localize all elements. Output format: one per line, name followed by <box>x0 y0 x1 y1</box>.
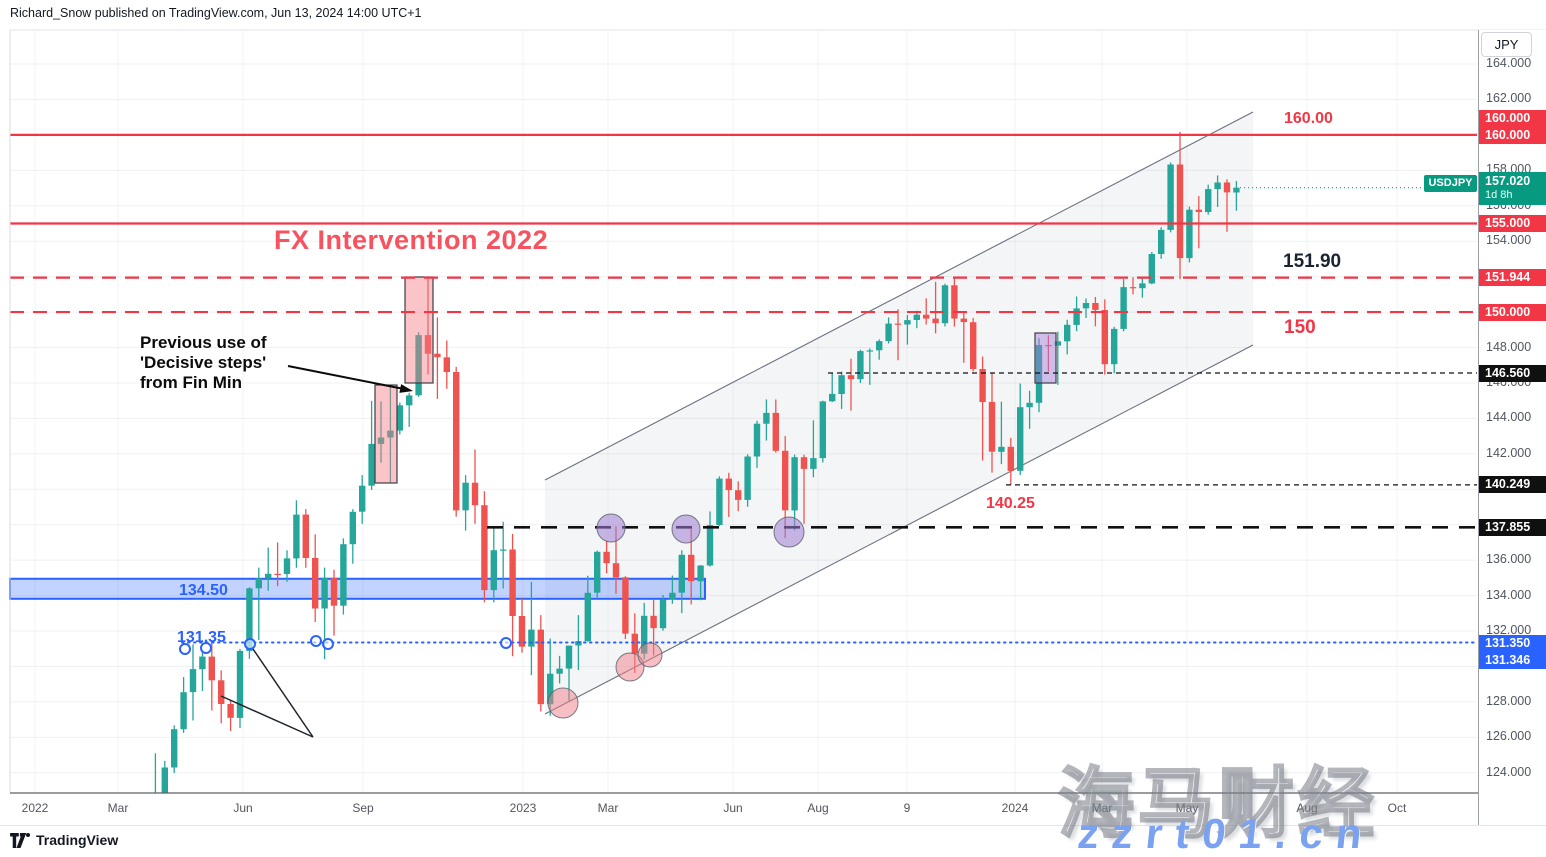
intervention-box-sep-2022[interactable] <box>374 384 398 484</box>
touch-marker-blue-ring[interactable] <box>179 643 191 655</box>
tradingview-logo-text: TradingView <box>36 832 119 848</box>
price-tick-label: 134.000 <box>1486 587 1532 602</box>
price-level-badge: 150.000 <box>1479 303 1546 321</box>
intervention-box-oct-2022[interactable] <box>404 276 434 384</box>
level-label-151-90: 151.90 <box>1283 251 1342 272</box>
watermark-chinese: 海马财经 <box>1057 761 1378 849</box>
price-level-badge: 140.249 <box>1479 476 1546 494</box>
fx-intervention-annotation: FX Intervention 2022 <box>274 225 549 255</box>
price-tick-label: 154.000 <box>1486 233 1532 248</box>
annotation-arrow-line <box>287 365 405 390</box>
touch-marker-blue-ring[interactable] <box>322 638 334 650</box>
price-level-badge: 155.000 <box>1479 214 1546 232</box>
price-level-badge: 131.350 <box>1479 634 1546 652</box>
wedge-drawing-line[interactable] <box>220 695 314 738</box>
price-tick-label: 132.000 <box>1486 623 1532 638</box>
price-tick-label: 142.000 <box>1486 445 1532 460</box>
trend-channel-line[interactable] <box>544 111 1254 481</box>
trend-channel-line[interactable] <box>544 344 1254 715</box>
price-tick-label: 124.000 <box>1486 764 1532 779</box>
price-level-badge: 160.000 <box>1479 126 1546 144</box>
level-label-131-35: 131.35 <box>177 629 226 646</box>
level-label-134-50: 134.50 <box>179 582 228 599</box>
touch-marker-purple[interactable] <box>671 514 701 544</box>
decisive-line-3: from Fin Min <box>140 373 242 392</box>
price-level-badge: 131.346 <box>1479 651 1546 669</box>
touch-marker-blue-ring[interactable] <box>244 638 256 650</box>
time-tick-label: Aug <box>1296 801 1318 815</box>
touch-marker-blue-ring[interactable] <box>500 637 512 649</box>
time-tick-label: May <box>1175 801 1199 815</box>
price-axis[interactable]: 124.000126.000128.000130.000132.000134.0… <box>1478 30 1546 825</box>
time-tick-label: Jun <box>233 801 253 815</box>
time-tick-label: Mar <box>107 801 129 815</box>
wedge-drawing-line[interactable] <box>252 648 314 738</box>
touch-marker-pink[interactable] <box>615 652 645 682</box>
price-tick-label: 164.000 <box>1486 56 1532 70</box>
time-tick-label: Aug <box>807 801 829 815</box>
price-tick-label: 148.000 <box>1486 339 1532 354</box>
decisive-line-1: Previous use of <box>140 333 267 352</box>
level-label-150: 150 <box>1284 317 1316 338</box>
bar-countdown: 1d 8h <box>1485 188 1513 201</box>
time-tick-label: 2023 <box>509 801 537 815</box>
price-level-badge: 151.944 <box>1479 269 1546 287</box>
price-level-badge: 160.000 <box>1479 109 1546 127</box>
tradingview-logo-icon <box>10 832 31 848</box>
touch-marker-pink[interactable] <box>637 642 663 668</box>
price-tick-label: 162.000 <box>1486 91 1532 106</box>
candlestick-series <box>154 131 1240 793</box>
level-label-160: 160.00 <box>1284 110 1333 127</box>
currency-toggle-button[interactable]: JPY <box>1481 32 1532 57</box>
support-zone-134-50[interactable] <box>9 577 706 600</box>
time-tick-label: Mar <box>597 801 619 815</box>
touch-marker-purple[interactable] <box>773 516 805 548</box>
published-byline: Richard_Snow published on TradingView.co… <box>10 6 422 20</box>
price-level-badge: 146.560 <box>1479 364 1546 382</box>
time-tick-label: 9 <box>903 801 911 815</box>
time-tick-label: Jun <box>723 801 743 815</box>
tradingview-logo[interactable]: TradingView <box>10 832 118 848</box>
pullback-box-jan-2024[interactable] <box>1034 332 1057 384</box>
price-tick-label: 144.000 <box>1486 410 1532 425</box>
price-tick-label: 136.000 <box>1486 552 1532 567</box>
touch-marker-purple[interactable] <box>596 513 626 543</box>
decisive-line-2: 'Decisive steps' <box>140 353 267 372</box>
symbol-tag: USDJPY <box>1424 175 1477 192</box>
watermark-url: zzrt01.cn <box>1075 810 1378 857</box>
time-tick-label: Mar <box>1091 801 1113 815</box>
touch-marker-pink[interactable] <box>547 687 579 719</box>
level-label-140-25: 140.25 <box>986 495 1035 512</box>
price-tick-label: 126.000 <box>1486 729 1532 744</box>
current-price-value: 157.020 <box>1485 173 1531 188</box>
trend-channel-fill <box>545 112 1253 714</box>
current-price-badge: 157.020 1d 8h <box>1479 171 1546 205</box>
time-tick-label: Oct <box>1387 801 1407 815</box>
time-tick-label: 2024 <box>1001 801 1029 815</box>
annotation-arrow-head <box>399 384 413 393</box>
touch-marker-blue-ring[interactable] <box>310 635 322 647</box>
time-axis[interactable]: 2022 Mar Jun Sep 2023 Mar Jun Aug 9 2024 Mar May Aug… <box>0 794 1546 826</box>
price-level-badge: 137.855 <box>1479 518 1546 536</box>
time-tick-label: 2022 <box>21 801 49 815</box>
time-tick-label: Sep <box>352 801 374 815</box>
touch-marker-blue-ring[interactable] <box>200 642 212 654</box>
decisive-steps-annotation: Previous use of 'Decisive steps' from Fi… <box>140 333 267 393</box>
price-tick-label: 128.000 <box>1486 693 1532 708</box>
